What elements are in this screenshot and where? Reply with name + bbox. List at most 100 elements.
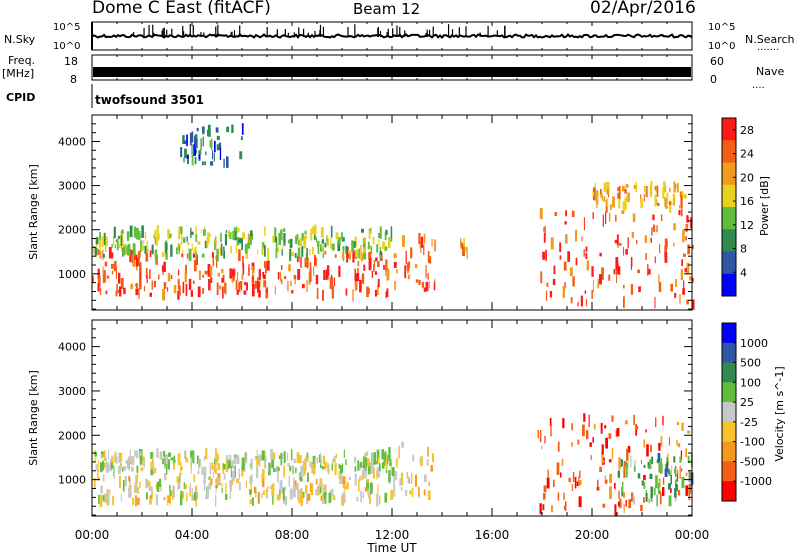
echo-cell <box>601 452 604 460</box>
echo-cell <box>213 239 216 243</box>
echo-cell <box>377 261 380 267</box>
echo-cell <box>599 192 603 198</box>
echo-cell <box>287 463 290 467</box>
echo-cell <box>643 439 645 448</box>
colorbar-tick-label: 12 <box>740 219 754 232</box>
colorbar-segment <box>722 251 736 275</box>
echo-cell <box>145 248 149 262</box>
echo-cell <box>385 229 388 235</box>
echo-cell <box>679 294 681 305</box>
echo-cell <box>384 492 388 503</box>
echo-cell <box>616 428 620 437</box>
echo-cell <box>545 249 547 261</box>
echo-cell <box>631 492 634 502</box>
echo-cell <box>112 236 115 246</box>
echo-cell <box>191 243 193 251</box>
echo-cell <box>415 279 419 283</box>
echo-cell <box>146 240 148 254</box>
echo-cell <box>111 461 113 469</box>
echo-cell <box>293 275 297 280</box>
nave-label: Nave <box>756 65 784 78</box>
echo-cell <box>562 285 565 298</box>
echo-cell <box>132 253 136 267</box>
echo-cell <box>604 479 608 484</box>
colorbar-segment <box>722 441 736 462</box>
echo-cell <box>191 487 193 500</box>
echo-cell <box>684 268 687 273</box>
echo-cell <box>213 465 215 471</box>
echo-cell <box>371 270 373 278</box>
echo-cell <box>122 467 124 473</box>
echo-cell <box>134 252 136 260</box>
echo-cell <box>363 246 367 260</box>
echo-cell <box>394 280 396 291</box>
echo-cell <box>272 452 276 460</box>
echo-cell <box>658 478 661 488</box>
echo-cell <box>591 289 593 300</box>
echo-cell <box>241 465 244 477</box>
echo-cell <box>686 262 690 275</box>
echo-cell <box>664 238 668 249</box>
echo-cell <box>643 497 645 503</box>
echo-cell <box>306 493 309 505</box>
echo-cell <box>131 466 134 472</box>
colorbar-tick-label: 100 <box>740 376 761 389</box>
range-tick-label: 2000 <box>58 429 86 442</box>
echo-cell <box>322 250 326 254</box>
echo-cell <box>98 236 101 248</box>
echo-cell <box>212 471 214 479</box>
echo-cell <box>666 461 669 473</box>
echo-cell <box>242 255 244 269</box>
echo-cell <box>631 231 634 239</box>
colorbar-segment <box>722 382 736 403</box>
echo-cell <box>367 241 370 249</box>
echo-cell <box>657 483 660 495</box>
echo-cell <box>261 493 263 499</box>
echo-cell <box>183 237 186 243</box>
echo-cell <box>332 458 335 463</box>
echo-cell <box>569 267 573 277</box>
echo-cell <box>568 477 571 483</box>
echo-cell <box>633 414 635 425</box>
echo-cell <box>680 269 683 281</box>
echo-cell <box>186 492 188 502</box>
echo-cell <box>322 499 325 504</box>
echo-cell <box>626 448 629 462</box>
echo-cell <box>376 469 379 478</box>
echo-cell <box>303 237 307 249</box>
time-tick-label: 04:00 <box>175 528 210 542</box>
echo-cell <box>263 261 266 269</box>
echo-cell <box>299 237 302 247</box>
echo-cell <box>294 278 296 285</box>
echo-cell <box>382 241 386 249</box>
echo-cell <box>419 458 422 463</box>
echo-cell <box>343 492 346 504</box>
echo-cell <box>194 157 197 165</box>
echo-cell <box>673 223 676 231</box>
echo-cell <box>99 250 102 259</box>
echo-cell <box>366 478 370 483</box>
echo-cell <box>341 495 345 506</box>
range-tick-label: 1000 <box>58 474 86 487</box>
echo-cell <box>411 487 414 498</box>
echo-cell <box>297 247 301 258</box>
echo-cell <box>113 475 115 479</box>
echo-cell <box>567 251 571 262</box>
echo-cell <box>321 239 324 244</box>
echo-cell <box>274 235 277 243</box>
echo-cell <box>155 254 158 265</box>
echo-cell <box>635 182 638 193</box>
echo-cell <box>127 244 131 255</box>
echo-cell <box>618 185 621 199</box>
echo-cell <box>274 285 276 295</box>
echo-cell <box>186 155 189 159</box>
echo-cell <box>643 481 646 489</box>
echo-cell <box>242 232 245 239</box>
echo-cell <box>137 497 140 505</box>
echo-cell <box>260 455 262 461</box>
echo-cell <box>127 456 131 461</box>
echo-cell <box>93 478 96 490</box>
colorbar-tick-label: -1000 <box>740 475 772 488</box>
echo-cell <box>191 144 193 157</box>
